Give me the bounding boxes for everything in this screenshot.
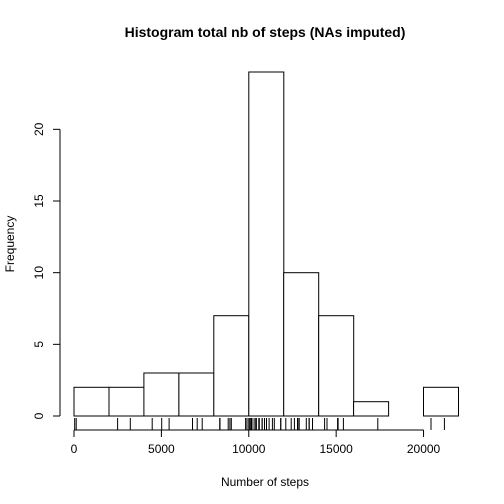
chart-title: Histogram total nb of steps (NAs imputed… xyxy=(125,24,406,40)
histogram-bar xyxy=(108,386,145,417)
x-axis-label: Number of steps xyxy=(221,475,309,489)
x-axis: 0 5000 10000 15000 20000 xyxy=(71,429,441,456)
bars-group xyxy=(73,71,459,417)
y-axis-label: Frequency xyxy=(3,216,17,273)
y-tick-label: 5 xyxy=(32,341,46,348)
x-tick-label: 10000 xyxy=(232,442,266,456)
y-tick-label: 0 xyxy=(32,412,46,419)
y-tick-label: 15 xyxy=(32,194,46,208)
histogram-bar xyxy=(143,372,180,417)
histogram-bar xyxy=(353,401,390,417)
x-tick-label: 15000 xyxy=(319,442,353,456)
y-tick-label: 10 xyxy=(32,266,46,280)
y-tick-label: 20 xyxy=(32,122,46,136)
x-tick-label: 20000 xyxy=(407,442,441,456)
histogram-bar xyxy=(318,315,355,417)
histogram-bar xyxy=(248,71,285,417)
x-tick-label: 0 xyxy=(71,442,78,456)
y-axis: 0 5 10 15 20 xyxy=(32,122,61,419)
histogram-bar xyxy=(423,386,459,417)
rug-group xyxy=(74,418,445,430)
histogram-bar xyxy=(178,372,215,417)
histogram-bar xyxy=(213,315,250,417)
x-tick-label: 5000 xyxy=(148,442,175,456)
histogram-bar xyxy=(283,272,320,417)
histogram-bar xyxy=(73,386,110,417)
